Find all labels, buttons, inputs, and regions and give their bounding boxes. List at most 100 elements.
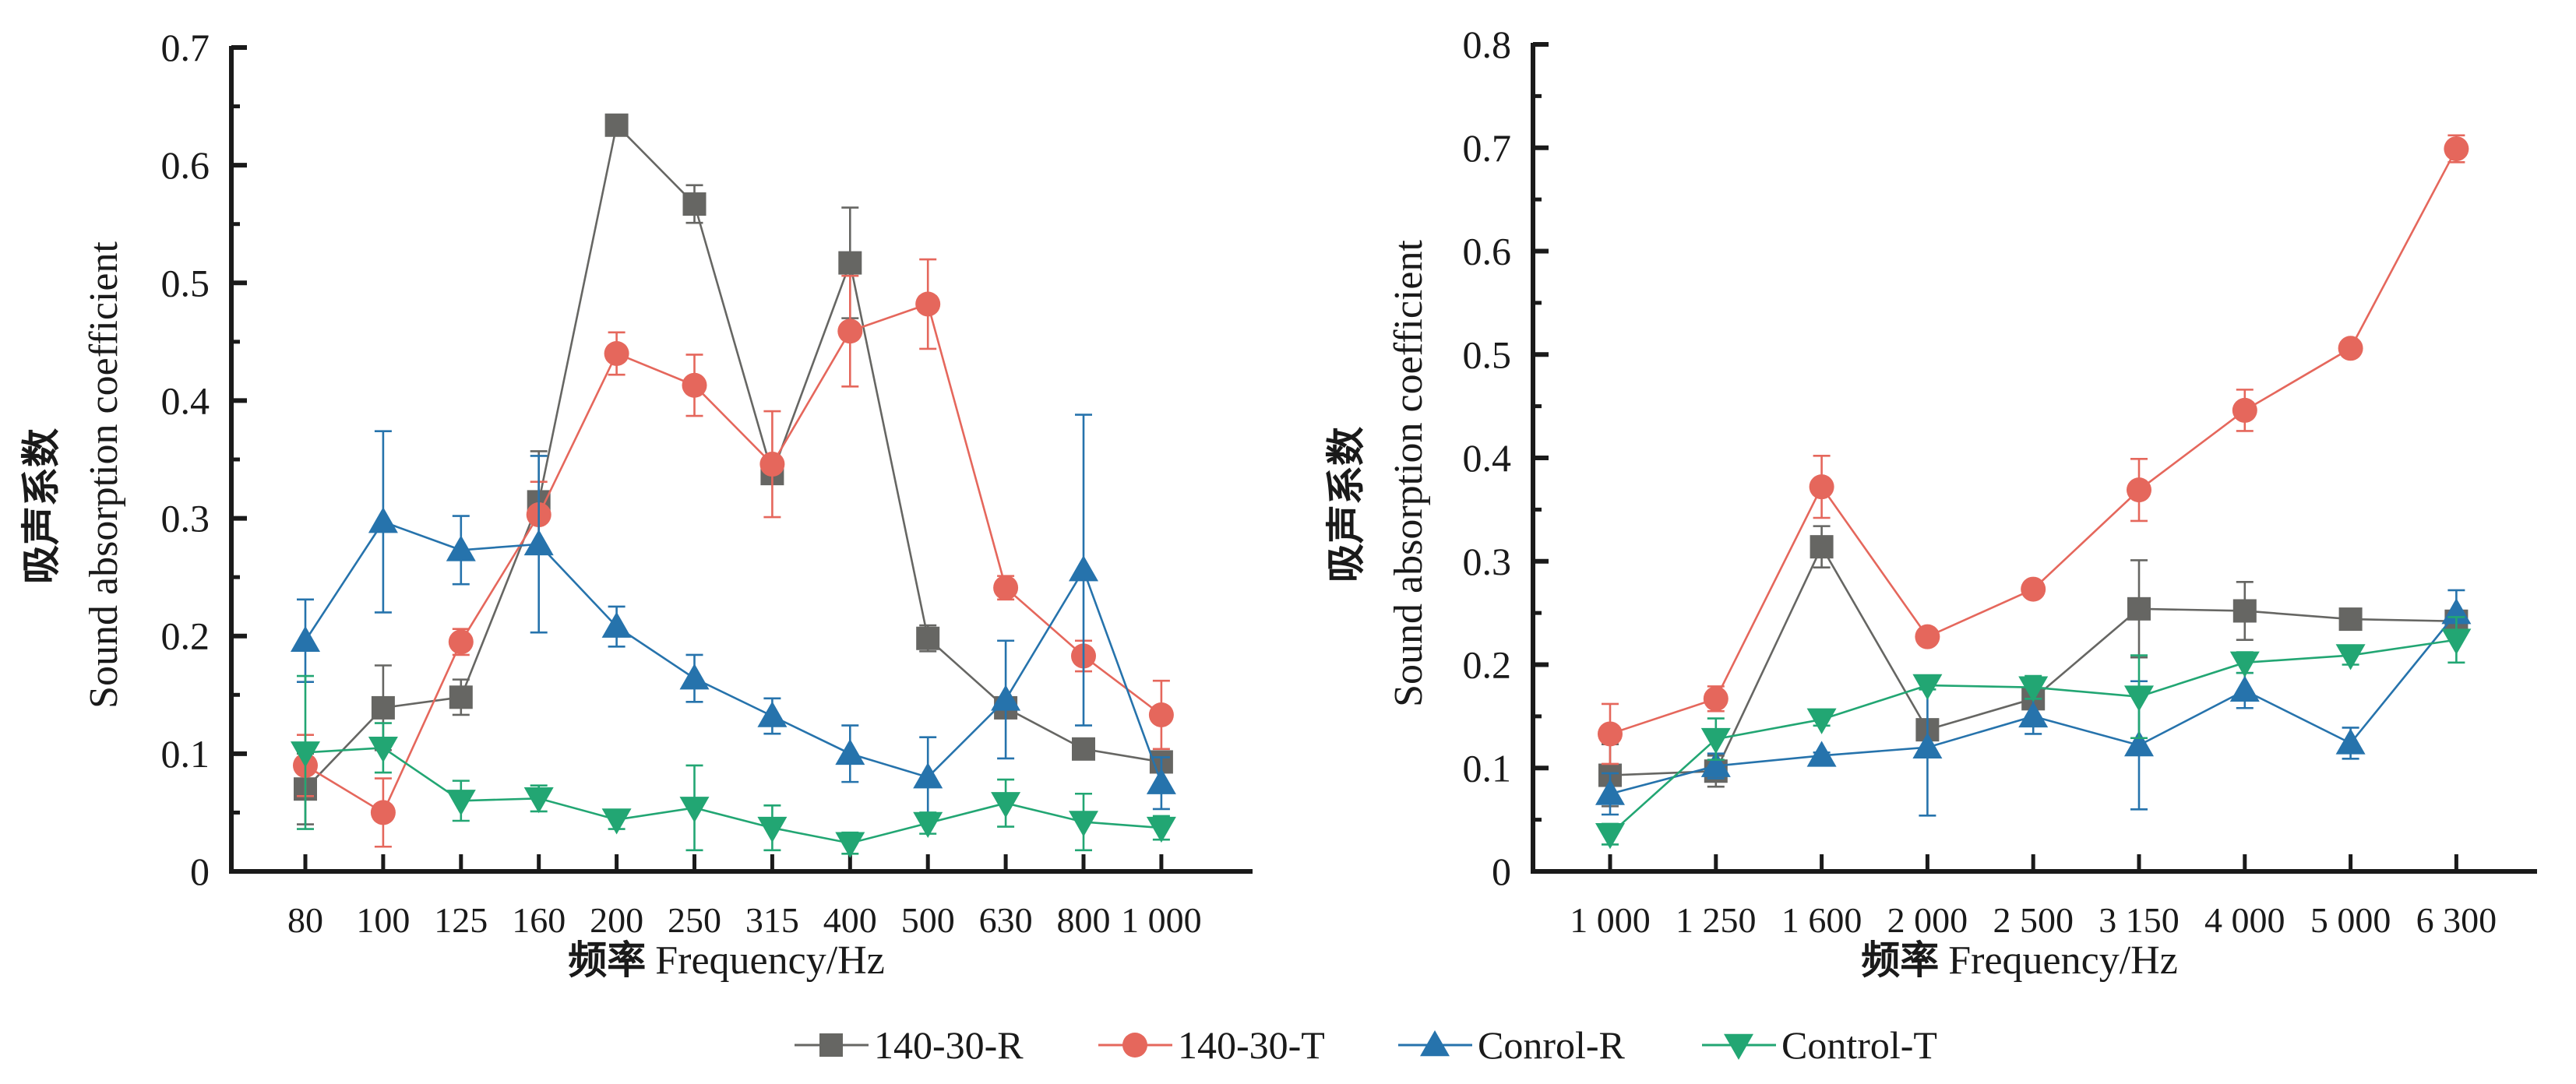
y-tick-label: 0.5 xyxy=(161,261,210,304)
y-tick-label: 0.2 xyxy=(161,614,210,658)
legend-marker xyxy=(1724,1033,1753,1060)
legend-marker xyxy=(1122,1033,1147,1058)
x-tick-label: 2 500 xyxy=(1993,900,2074,940)
data-point xyxy=(2444,136,2469,162)
data-point xyxy=(2021,576,2046,602)
data-point xyxy=(835,738,865,765)
data-point xyxy=(291,741,320,768)
chart-left: 0 0.1 0.2 0.3 0.4 0.5 0.6 0.7 80 100 125 160 200 250 3… xyxy=(19,26,1253,983)
x-tick-label: 630 xyxy=(979,900,1033,940)
data-point xyxy=(1595,822,1625,850)
data-point xyxy=(604,340,629,366)
series-control-t xyxy=(291,674,1176,858)
data-point xyxy=(1598,721,1623,747)
legend-item: 140-30-T xyxy=(1098,1023,1325,1067)
data-point xyxy=(1912,674,1943,701)
x-tick-label: 1 000 xyxy=(1570,900,1651,940)
data-point xyxy=(2335,644,2366,670)
x-tick-label: 1 250 xyxy=(1676,900,1757,940)
x-tick-label: 2 000 xyxy=(1887,900,1968,940)
series-control-t xyxy=(1595,616,2472,850)
data-point xyxy=(1703,686,1728,712)
data-point xyxy=(449,685,473,709)
x-axis-title-en: Frequency/Hz xyxy=(1948,938,2178,983)
data-point xyxy=(2441,628,2472,655)
y-tick-label: 0.5 xyxy=(1463,333,1512,376)
data-point xyxy=(2232,397,2257,423)
y-tick-label: 0 xyxy=(1492,850,1511,893)
legend-label: 140-30-R xyxy=(874,1023,1024,1067)
series-line xyxy=(304,520,1163,784)
series-140-30-t xyxy=(293,258,1174,848)
data-point xyxy=(370,800,396,825)
x-tick-label: 315 xyxy=(745,900,799,940)
x-axis-title-cn: 频率 xyxy=(568,938,646,983)
data-point xyxy=(837,319,863,344)
y-tick-label: 0.7 xyxy=(161,26,210,69)
data-point xyxy=(523,787,554,814)
data-point xyxy=(368,737,398,763)
x-tick-label: 160 xyxy=(512,900,566,940)
data-point xyxy=(1806,741,1837,767)
y-tick-label: 0.1 xyxy=(1463,746,1512,790)
y-tick-label: 0.3 xyxy=(161,497,210,540)
data-point xyxy=(601,808,632,835)
data-point xyxy=(1595,779,1625,805)
series-line xyxy=(1609,639,2457,836)
data-point xyxy=(446,535,476,561)
y-axis-title-cn: 吸声系数 xyxy=(19,428,64,584)
x-tick-label: 1 600 xyxy=(1781,900,1862,940)
series-140-30-t xyxy=(1598,134,2469,765)
x-tick-label: 125 xyxy=(434,900,488,940)
series-line xyxy=(305,746,1161,845)
data-point xyxy=(1809,474,1834,500)
data-point xyxy=(2232,599,2257,623)
data-point xyxy=(523,529,554,556)
data-point xyxy=(1069,555,1098,582)
chart-right: 0 0.1 0.2 0.3 0.4 0.5 0.6 0.7 0.8 1 000 1 250 1 600… xyxy=(1323,23,2537,983)
data-point xyxy=(448,629,474,655)
x-tick-label: 4 000 xyxy=(2204,900,2285,940)
data-point xyxy=(2229,651,2260,678)
data-point xyxy=(1912,732,1943,758)
data-point xyxy=(1915,624,1940,649)
data-point xyxy=(1700,751,1731,777)
data-point xyxy=(915,291,941,317)
y-tick-label: 0.1 xyxy=(161,732,210,776)
legend-label: Control-T xyxy=(1781,1023,1937,1067)
x-tick-label: 250 xyxy=(668,900,721,940)
legend-label: Conrol-R xyxy=(1478,1023,1626,1067)
x-tick-label: 100 xyxy=(356,900,410,940)
data-point xyxy=(757,816,788,843)
data-point xyxy=(991,792,1021,818)
data-point xyxy=(2124,730,2154,757)
y-axis-title-en: Sound absorption coefficient xyxy=(1387,240,1431,707)
data-point xyxy=(757,701,788,727)
data-point xyxy=(601,611,632,638)
data-point xyxy=(679,797,710,823)
series-conrol-r xyxy=(291,414,1176,818)
x-axis-title: 频率 Frequency/Hz xyxy=(568,938,885,983)
x-axis-title-en: Frequency/Hz xyxy=(655,938,885,983)
y-tick-label: 0.6 xyxy=(1463,230,1512,273)
data-point xyxy=(1148,702,1174,727)
data-point xyxy=(2018,676,2049,702)
data-point xyxy=(835,832,865,858)
y-tick-label: 0.4 xyxy=(161,378,210,422)
x-tick-label: 3 150 xyxy=(2099,900,2180,940)
data-point xyxy=(368,507,398,533)
data-point xyxy=(759,452,785,477)
data-point xyxy=(291,625,320,653)
data-point xyxy=(1806,708,1837,734)
data-point xyxy=(604,113,629,137)
legend-item: Conrol-R xyxy=(1398,1023,1626,1067)
x-tick-label: 400 xyxy=(823,900,877,940)
data-point xyxy=(838,251,862,275)
data-point xyxy=(2335,728,2366,755)
y-tick-label: 0.3 xyxy=(1463,540,1512,583)
legend: 140-30-R 140-30-T Conrol-R Control-T xyxy=(795,1023,1937,1067)
y-tick-label: 0.8 xyxy=(1463,23,1512,66)
legend-label: 140-30-T xyxy=(1178,1023,1325,1067)
data-point xyxy=(2338,607,2363,632)
data-point xyxy=(1146,816,1176,843)
